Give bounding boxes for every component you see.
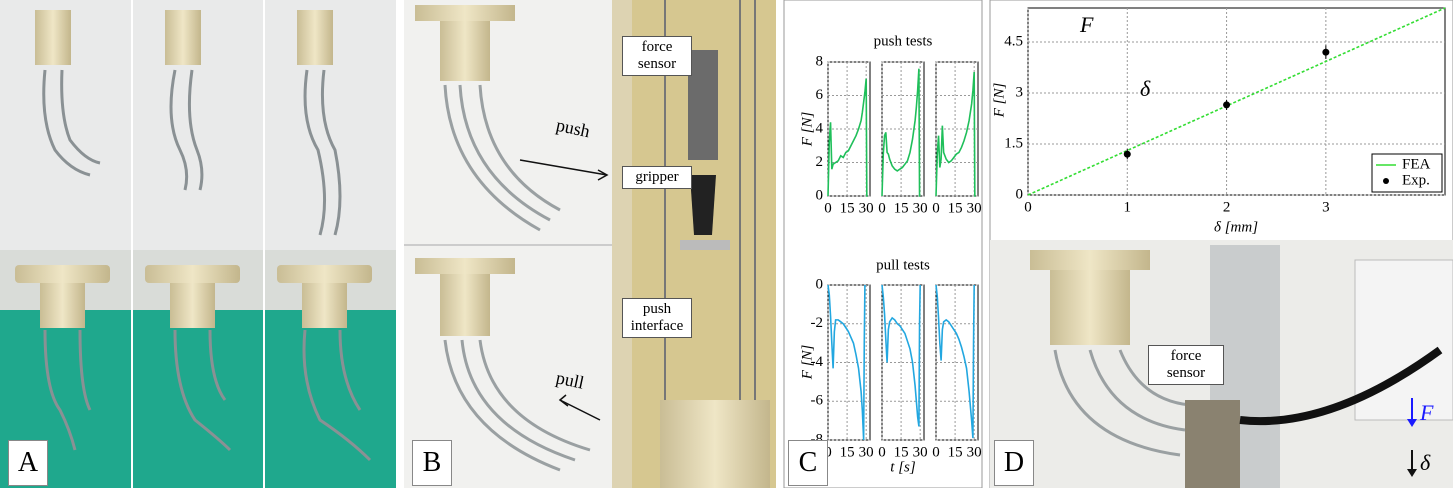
photo-label: force sensor <box>1148 345 1224 385</box>
data-line <box>827 78 868 197</box>
data-point <box>1322 48 1330 56</box>
panel-label: B <box>412 440 452 486</box>
photo-label: F <box>1420 400 1434 425</box>
data-point <box>1123 150 1131 158</box>
data-line <box>827 284 866 441</box>
x-tick-label: 3 <box>1322 199 1330 215</box>
x-tick-label: 30 <box>913 200 928 216</box>
x-tick-label: 15 <box>948 200 963 216</box>
legend <box>1371 153 1443 193</box>
photo-label: push interface <box>622 298 692 338</box>
chart-title: push tests <box>874 33 933 49</box>
photo-label: gripper <box>622 166 692 189</box>
x-tick-label: 30 <box>859 200 874 216</box>
data-line <box>1027 7 1446 196</box>
inset-label: F <box>1080 12 1094 37</box>
legend-label: Exp. <box>1402 172 1430 188</box>
data-line <box>935 284 975 439</box>
photo-a <box>0 0 396 488</box>
y-tick-label: 0 <box>1016 186 1024 202</box>
y-axis-label: F [N] <box>991 83 1007 119</box>
x-tick-label: 2 <box>1223 199 1231 215</box>
x-tick-label: 30 <box>967 444 982 460</box>
panel-label: D <box>994 440 1034 486</box>
panel-label: A <box>8 440 48 486</box>
y-tick-label: -2 <box>811 315 824 331</box>
x-tick-label: 0 <box>932 200 940 216</box>
y-tick-label: 3 <box>1016 84 1024 100</box>
photo-b <box>404 0 776 488</box>
panel-label: C <box>788 440 828 486</box>
legend-symbol <box>1383 178 1389 184</box>
data-point <box>1223 101 1231 109</box>
x-tick-label: 30 <box>859 444 874 460</box>
data-line <box>935 71 976 197</box>
data-line <box>881 284 921 427</box>
x-axis-label: t [s] <box>890 459 916 475</box>
y-axis-label: F [N] <box>799 112 815 148</box>
x-tick-label: 15 <box>840 444 855 460</box>
x-tick-label: 15 <box>894 444 909 460</box>
x-tick-label: 0 <box>932 444 940 460</box>
x-tick-label: 0 <box>1024 199 1032 215</box>
photo-label: force sensor <box>622 36 692 76</box>
photo-label: δ <box>1420 450 1431 475</box>
inset-label: δ <box>1140 76 1151 101</box>
x-tick-label: 0 <box>878 444 886 460</box>
y-axis-label: F [N] <box>799 345 815 381</box>
chart-title: pull tests <box>876 257 930 273</box>
x-axis-label: δ [mm] <box>1214 219 1258 235</box>
y-tick-label: 1.5 <box>1004 135 1023 151</box>
y-tick-label: 2 <box>816 154 824 170</box>
y-tick-label: 0 <box>816 276 824 292</box>
data-line <box>881 68 921 197</box>
legend-label: FEA <box>1402 156 1431 172</box>
x-tick-label: 15 <box>840 200 855 216</box>
x-tick-label: 15 <box>894 200 909 216</box>
y-tick-label: 6 <box>816 87 824 103</box>
x-tick-label: 1 <box>1124 199 1132 215</box>
y-tick-label: 4.5 <box>1004 33 1023 49</box>
x-tick-label: 0 <box>878 200 886 216</box>
x-tick-label: 30 <box>967 200 982 216</box>
y-tick-label: -6 <box>811 393 824 409</box>
y-tick-label: -4 <box>811 354 824 370</box>
x-tick-label: 30 <box>913 444 928 460</box>
x-tick-label: 0 <box>824 200 832 216</box>
y-tick-label: 4 <box>816 120 824 136</box>
y-tick-label: 8 <box>816 53 824 69</box>
x-tick-label: 0 <box>824 444 832 460</box>
y-tick-label: 0 <box>816 187 824 203</box>
x-tick-label: 15 <box>948 444 963 460</box>
